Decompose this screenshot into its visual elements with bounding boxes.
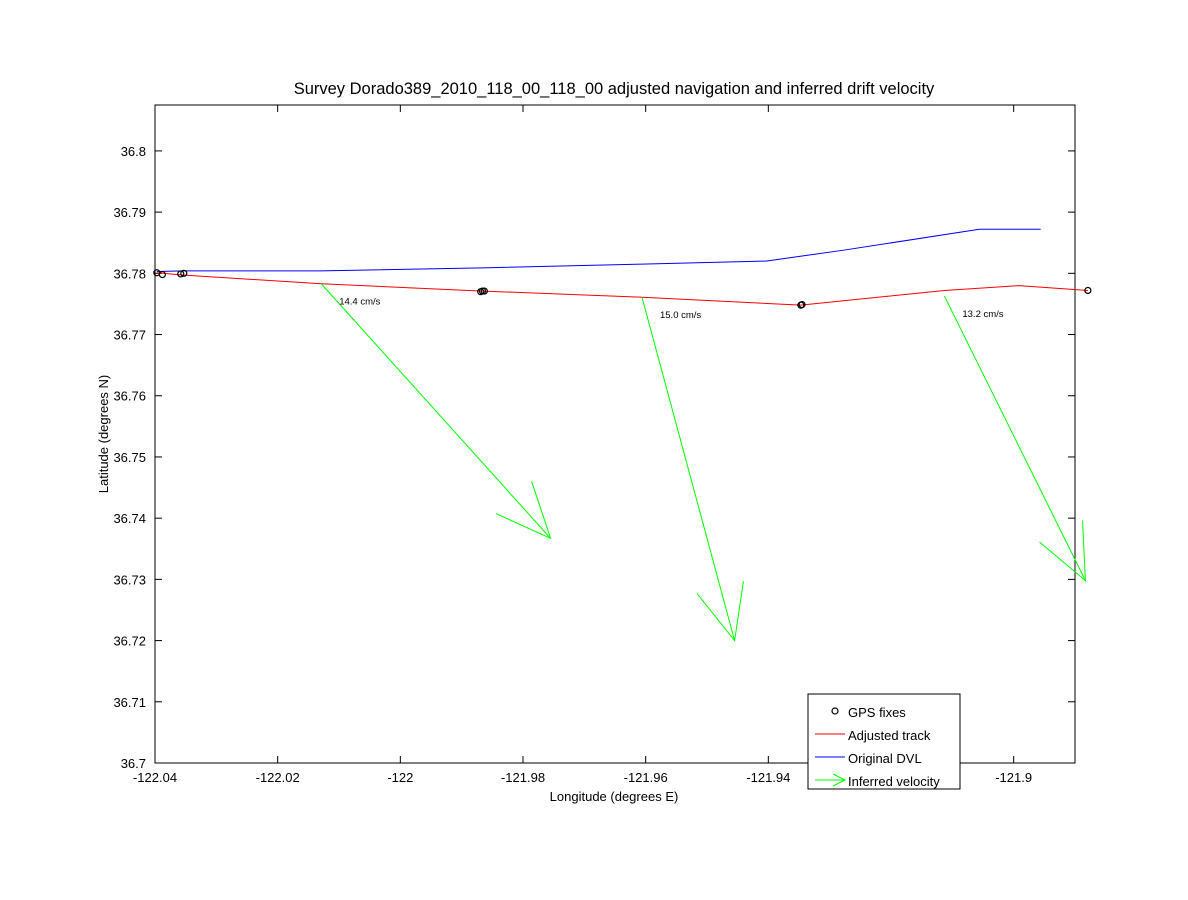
legend-entry-label: Inferred velocity [848,774,940,789]
original-dvl-line [156,228,1041,272]
x-tick-label: -121.9 [995,770,1032,785]
y-axis-label: Latitude (degrees N) [96,375,111,494]
y-tick-label: 36.79 [113,205,146,220]
legend-entry-label: Original DVL [848,751,922,766]
velocity-arrow-shaft [320,283,551,539]
x-tick-label: -122 [387,770,413,785]
x-axis: -122.04 -122.02 -122 -121.98 -121.96 -121.94 -… [133,105,1032,785]
velocity-label: 14.4 cm/s [339,297,380,308]
plot-area: -122.04 -122.02 -122 -121.98 -121.96 -121.94 -… [113,104,1092,785]
y-axis: 36.7 36.71 36.72 36.73 36.74 36.75 36.76 36.77 3… [113,144,1075,771]
velocity-label: 15.0 cm/s [660,310,701,321]
y-tick-label: 36.77 [113,328,146,343]
gps-fix-marker [480,287,488,295]
velocity-label: 13.2 cm/s [962,309,1003,320]
legend-box [807,693,961,790]
y-tick-label: 36.72 [113,634,146,649]
legend-entry-label: GPS fixes [848,705,906,720]
legend-gps-fixes-swatch [831,707,839,715]
y-tick-label: 36.71 [113,695,146,710]
gps-fix-marker [1084,286,1092,295]
x-tick-label: -122.02 [256,770,300,785]
gps-fix-marker [180,269,188,277]
y-tick-label: 36.7 [121,756,146,771]
velocity-arrow-head [696,581,744,642]
y-tick-label: 36.75 [113,450,146,465]
legend-arrow-head [832,773,847,787]
y-tick-label: 36.78 [113,266,146,281]
legend-entry-label: Adjusted track [848,728,931,743]
y-tick-label: 36.8 [121,144,146,159]
gps-fix-marker [177,270,185,278]
x-tick-label: -121.96 [624,770,668,785]
velocity-arrow-head [495,481,552,540]
x-axis-label: Longitude (degrees E) [550,789,679,804]
chart-title: Survey Dorado389_2010_118_00_118_00 adju… [294,80,935,98]
x-tick-label: -122.04 [133,770,177,785]
y-tick-label: 36.73 [113,572,146,587]
velocity-arrow-shaft [641,297,736,641]
axes-box [154,104,1076,764]
gps-fix-marker [798,300,806,309]
y-tick-label: 36.76 [113,389,146,404]
gps-fix-marker [158,270,166,279]
x-tick-label: -121.94 [746,770,790,785]
velocity-arrow-head [1039,520,1086,582]
x-tick-label: -121.98 [501,770,545,785]
y-tick-label: 36.74 [113,511,146,526]
legend: GPS fixes Adjusted track Original DVL Infer… [807,693,961,790]
velocity-arrow-shaft [943,295,1086,581]
series-layer: 14.4 cm/s 15.0 cm/s 13.2 cm/s [153,228,1092,642]
